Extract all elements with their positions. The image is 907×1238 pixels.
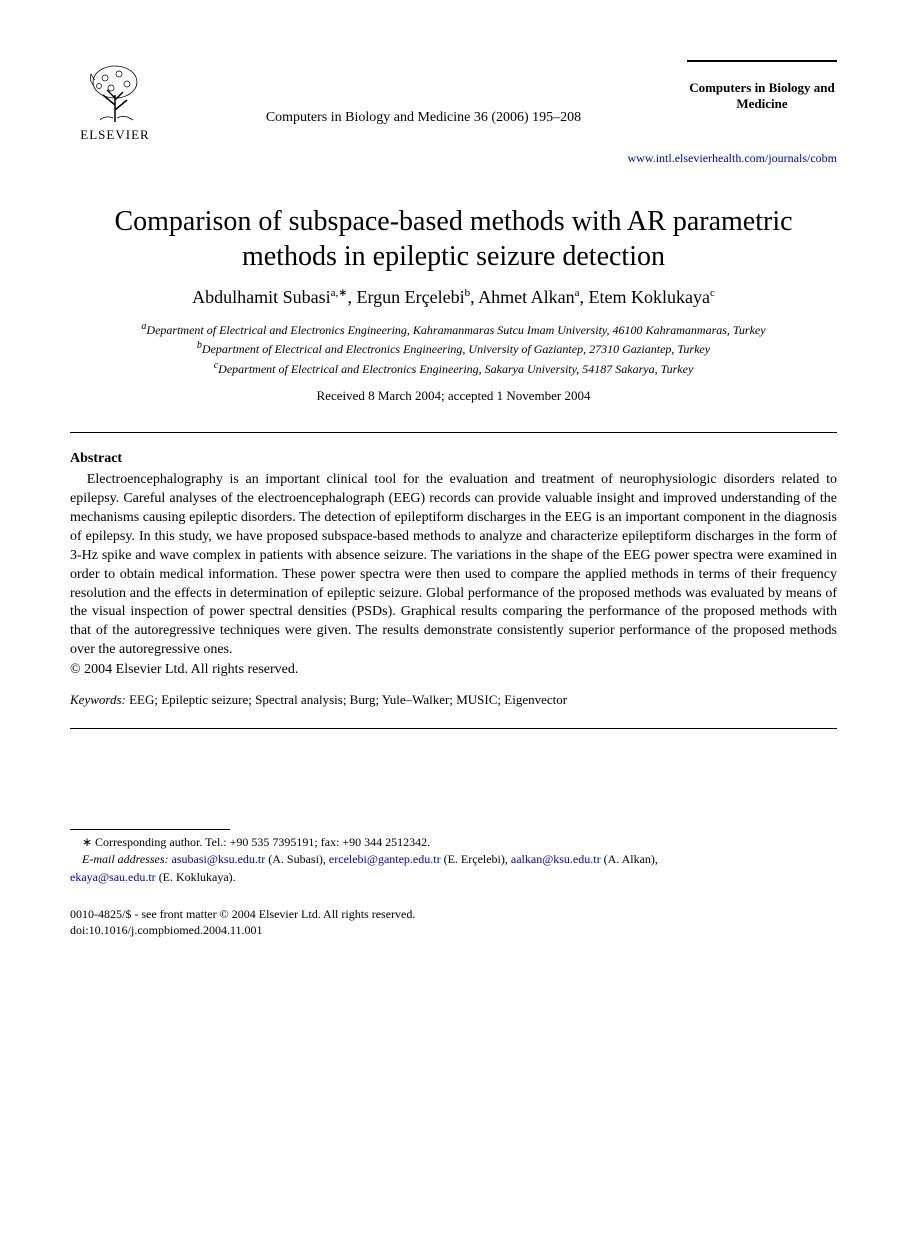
- authors-line: Abdulhamit Subasia,∗, Ergun Erçelebib, A…: [70, 286, 837, 308]
- author-4: , Etem Koklukaya: [580, 287, 710, 307]
- email-who-1: (A. Subasi),: [265, 852, 329, 866]
- publisher-logo-block: ELSEVIER: [70, 60, 160, 143]
- keywords-text: EEG; Epileptic seizure; Spectral analysi…: [126, 692, 567, 707]
- email-link-1[interactable]: asubasi@ksu.edu.tr: [172, 852, 266, 866]
- author-3: , Ahmet Alkan: [470, 287, 575, 307]
- affiliation-a: aDepartment of Electrical and Electronic…: [70, 320, 837, 339]
- divider-top: [70, 432, 837, 433]
- publisher-name: ELSEVIER: [80, 127, 149, 143]
- keywords-line: Keywords: EEG; Epileptic seizure; Spectr…: [70, 692, 837, 708]
- email-label: E-mail addresses:: [82, 852, 169, 866]
- author-1-sup: a,∗: [331, 287, 348, 299]
- abstract-body: Electroencephalography is an important c…: [70, 471, 837, 660]
- corresponding-author-note: ∗ Corresponding author. Tel.: +90 535 73…: [70, 834, 837, 851]
- footnote-divider: [70, 829, 230, 830]
- affiliation-b: bDepartment of Electrical and Electronic…: [70, 339, 837, 358]
- email-link-3[interactable]: aalkan@ksu.edu.tr: [511, 852, 601, 866]
- footnotes: ∗ Corresponding author. Tel.: +90 535 73…: [70, 834, 837, 886]
- journal-title-box: Computers in Biology and Medicine: [687, 60, 837, 112]
- author-2: , Ergun Erçelebi: [347, 287, 464, 307]
- email-who-4: (E. Koklukaya).: [156, 870, 236, 884]
- affiliation-a-text: Department of Electrical and Electronics…: [146, 323, 765, 337]
- dates-line: Received 8 March 2004; accepted 1 Novemb…: [70, 388, 837, 404]
- journal-reference: Computers in Biology and Medicine 36 (20…: [160, 110, 687, 126]
- header-row: ELSEVIER Computers in Biology and Medici…: [70, 60, 837, 143]
- affiliation-b-text: Department of Electrical and Electronics…: [202, 342, 710, 356]
- front-matter-line: 0010-4825/$ - see front matter © 2004 El…: [70, 906, 837, 922]
- journal-url-link[interactable]: www.intl.elsevierhealth.com/journals/cob…: [70, 151, 837, 166]
- affiliations: aDepartment of Electrical and Electronic…: [70, 320, 837, 378]
- journal-title-column: Computers in Biology and Medicine: [687, 60, 837, 112]
- email-link-2[interactable]: ercelebi@gantep.edu.tr: [329, 852, 441, 866]
- keywords-label: Keywords:: [70, 692, 126, 707]
- front-matter-block: 0010-4825/$ - see front matter © 2004 El…: [70, 906, 837, 938]
- email-link-4[interactable]: ekaya@sau.edu.tr: [70, 870, 156, 884]
- doi-line: doi:10.1016/j.compbiomed.2004.11.001: [70, 922, 837, 938]
- elsevier-tree-icon: [85, 60, 145, 125]
- email-addresses-line: E-mail addresses: asubasi@ksu.edu.tr (A.…: [70, 851, 837, 886]
- email-who-2: (E. Erçelebi),: [441, 852, 511, 866]
- author-1: Abdulhamit Subasi: [192, 287, 331, 307]
- divider-bottom: [70, 728, 837, 729]
- paper-page: ELSEVIER Computers in Biology and Medici…: [0, 0, 907, 979]
- abstract-copyright: © 2004 Elsevier Ltd. All rights reserved…: [70, 662, 837, 678]
- paper-title: Comparison of subspace-based methods wit…: [70, 204, 837, 274]
- affiliation-c-text: Department of Electrical and Electronics…: [218, 362, 693, 376]
- abstract-heading: Abstract: [70, 451, 837, 467]
- author-4-sup: c: [710, 287, 715, 299]
- email-who-3: (A. Alkan),: [601, 852, 658, 866]
- affiliation-c: cDepartment of Electrical and Electronic…: [70, 359, 837, 378]
